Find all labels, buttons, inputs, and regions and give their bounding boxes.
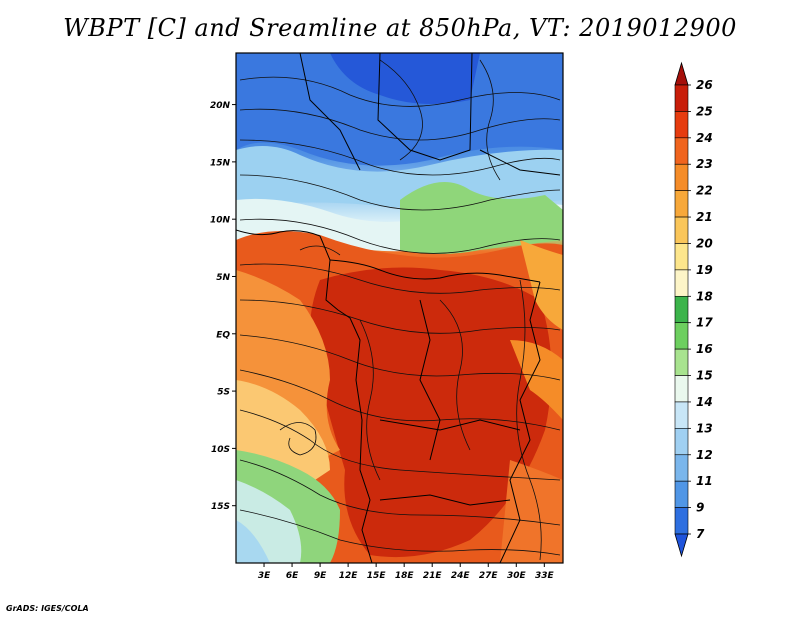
lon-tick-label: 21E <box>423 571 443 581</box>
colorbar-label: 16 <box>696 342 713 356</box>
colorbar-segment <box>674 348 689 376</box>
map-title: WBPT [C] and Sreamline at 850hPa, VT: 20… <box>63 14 737 42</box>
colorbar-segment <box>674 295 689 324</box>
colorbar-label: 11 <box>696 474 713 488</box>
colorbar: 26 25 24 23 22 21 20 19 18 17 16 15 14 13 12 11 9 7 <box>674 61 713 558</box>
colorbar-label: 24 <box>696 131 713 145</box>
colorbar-label: 9 <box>696 501 704 515</box>
colorbar-top-triangle <box>674 61 689 86</box>
longitude-axis: 3E 6E 9E 12E 15E 18E 21E 24E 27E 30E 33E <box>258 563 555 581</box>
grads-credit: GrADS: IGES/COLA <box>6 604 89 613</box>
colorbar-bottom-triangle <box>674 533 689 558</box>
colorbar-segment <box>674 243 689 271</box>
colorbar-label: 22 <box>696 184 713 198</box>
colorbar-segment <box>674 84 689 112</box>
colorbar-label: 15 <box>696 369 713 383</box>
lon-tick-label: 18E <box>395 571 415 581</box>
lat-tick-label: 5N <box>216 273 230 283</box>
map-frame <box>235 52 564 564</box>
streamlines <box>239 59 561 561</box>
colorbar-segment <box>674 322 689 350</box>
colorbar-segment <box>674 480 689 508</box>
colorbar-segment <box>674 375 689 403</box>
colorbar-segment <box>674 507 689 535</box>
lat-tick-label: EQ <box>216 330 230 340</box>
colorbar-label: 18 <box>696 289 713 303</box>
colorbar-label: 12 <box>696 448 713 462</box>
lat-tick-label: 5S <box>217 388 230 398</box>
colorbar-label: 7 <box>696 527 705 541</box>
colorbar-label: 19 <box>696 263 713 277</box>
colorbar-segment <box>674 428 689 456</box>
colorbar-label: 25 <box>696 104 713 118</box>
lon-tick-label: 27E <box>479 571 499 581</box>
colorbar-label: 17 <box>696 316 713 330</box>
colorbar-label: 21 <box>696 210 713 224</box>
lon-tick-label: 12E <box>339 571 359 581</box>
lat-tick-label: 10N <box>210 216 231 226</box>
lat-tick-label: 15N <box>210 158 231 168</box>
lat-tick-label: 15S <box>211 502 230 512</box>
lon-tick-label: 33E <box>535 571 555 581</box>
lat-tick-label: 10S <box>211 445 230 455</box>
lon-tick-label: 15E <box>367 571 387 581</box>
temperature-field <box>236 53 563 563</box>
colorbar-segment <box>674 454 689 482</box>
colorbar-segment <box>674 401 689 429</box>
colorbar-segment <box>674 137 689 165</box>
colorbar-label: 26 <box>696 78 713 92</box>
colorbar-segment <box>674 216 689 244</box>
colorbar-label: 14 <box>696 395 713 409</box>
country-boundaries <box>236 53 561 563</box>
colorbar-segment <box>674 190 689 218</box>
colorbar-segment <box>674 111 689 139</box>
lon-tick-label: 30E <box>507 571 527 581</box>
lon-tick-label: 9E <box>314 571 327 581</box>
lon-tick-label: 3E <box>258 571 271 581</box>
colorbar-label: 20 <box>696 236 713 250</box>
latitude-axis: 20N 15N 10N 5N EQ 5S 10S 15S <box>210 101 236 512</box>
lon-tick-label: 24E <box>451 571 471 581</box>
colorbar-segment <box>674 163 689 191</box>
lat-tick-label: 20N <box>210 101 231 111</box>
colorbar-segment <box>674 269 689 297</box>
colorbar-label: 13 <box>696 421 713 435</box>
colorbar-label: 23 <box>696 157 713 171</box>
lon-tick-label: 6E <box>286 571 299 581</box>
